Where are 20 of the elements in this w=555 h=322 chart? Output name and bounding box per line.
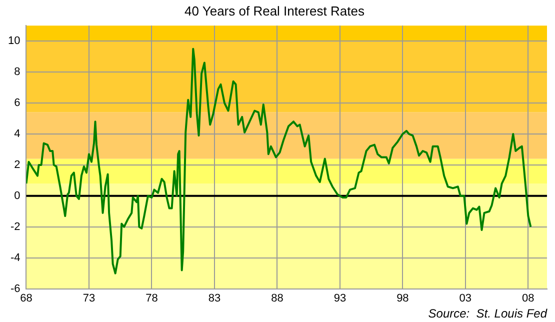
x-tick-label: 88 [271,292,284,304]
y-tick-label: 8 [14,66,20,78]
x-tick-label: 73 [82,292,96,304]
y-tick-label: -2 [10,220,20,233]
source-note: Source: St. Louis Fed [428,306,548,320]
x-tick-label: 03 [459,292,472,304]
x-tick-label: 98 [396,292,409,304]
x-tick-label: 93 [334,292,346,304]
y-tick-label: 4 [14,128,20,140]
x-tick-label: 68 [20,292,32,304]
x-tick-label: 08 [522,292,534,304]
x-tick-label: 83 [208,292,221,304]
y-tick-label: 10 [8,35,20,48]
y-tick-label: -4 [10,252,20,264]
x-tick-label: 78 [146,292,158,304]
y-tick-label: -6 [10,282,20,295]
y-tick-label: 0 [14,190,20,202]
chart-title: 40 Years of Real Interest Rates [184,3,365,18]
y-tick-label: 6 [14,97,20,110]
y-tick-label: 2 [14,158,20,171]
